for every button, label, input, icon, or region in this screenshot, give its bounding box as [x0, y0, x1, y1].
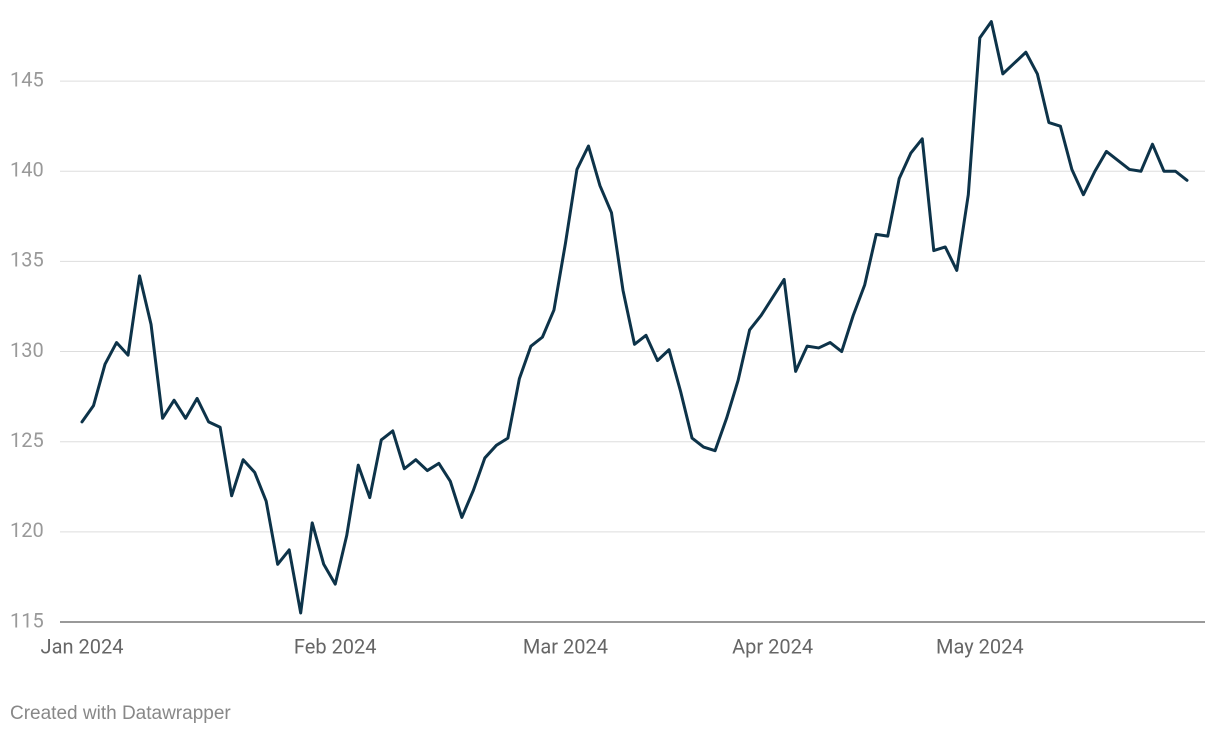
- y-tick-label: 115: [10, 608, 44, 632]
- y-tick-label: 140: [10, 158, 44, 182]
- y-tick-label: 125: [10, 428, 44, 452]
- y-tick-label: 130: [10, 338, 44, 362]
- footer: Created with Datawrapper: [10, 703, 231, 724]
- x-tick-label: Mar 2024: [523, 634, 608, 658]
- x-tick-label: Apr 2024: [732, 634, 813, 658]
- y-tick-label: 120: [10, 518, 44, 542]
- y-tick-label: 145: [10, 67, 44, 91]
- line: [80, 20, 1189, 615]
- x-tick-label: Feb 2024: [294, 634, 377, 658]
- y-tick-label: 135: [10, 248, 44, 272]
- x-tick-label: May 2024: [936, 634, 1024, 658]
- x-tick-label: Jan 2024: [41, 634, 124, 658]
